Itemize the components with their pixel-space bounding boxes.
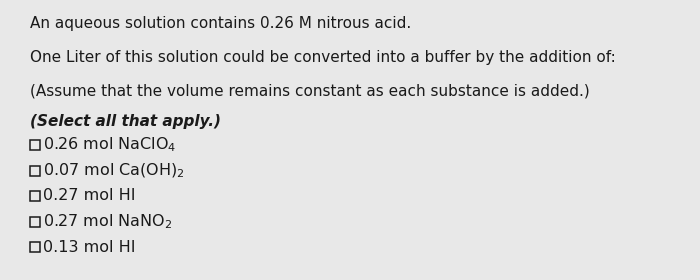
Text: 0.13 mol HI: 0.13 mol HI [43,239,136,255]
Bar [30,242,40,252]
Bar [30,140,40,150]
Text: An aqueous solution contains 0.26 M nitrous acid.: An aqueous solution contains 0.26 M nitr… [30,16,412,31]
Text: 0.07 mol Ca(OH)$_2$: 0.07 mol Ca(OH)$_2$ [43,162,185,180]
Text: 0.26 mol NaClO$_4$: 0.26 mol NaClO$_4$ [43,136,176,154]
Text: (Select all that apply.): (Select all that apply.) [30,114,221,129]
Bar [30,166,40,176]
Text: (Assume that the volume remains constant as each substance is added.): (Assume that the volume remains constant… [30,84,589,99]
Bar [30,217,40,227]
Bar [30,191,40,201]
Text: One Liter of this solution could be converted into a buffer by the addition of:: One Liter of this solution could be conv… [30,50,616,65]
Text: 0.27 mol NaNO$_2$: 0.27 mol NaNO$_2$ [43,213,172,231]
Text: 0.27 mol HI: 0.27 mol HI [43,188,136,204]
